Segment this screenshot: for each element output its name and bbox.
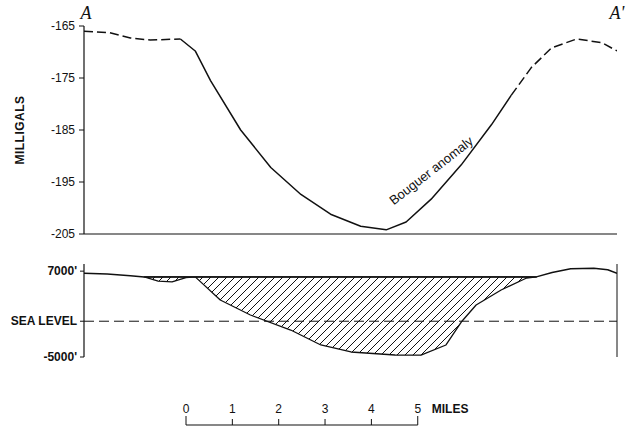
anomaly-line	[84, 31, 180, 40]
scale-tick	[278, 419, 279, 425]
y-tick	[79, 26, 84, 27]
y-tick-label: -175	[51, 71, 75, 85]
plot-area	[84, 268, 617, 355]
scale-tick-label: 2	[275, 402, 282, 416]
scale-tick	[417, 416, 418, 425]
y-axis	[83, 264, 84, 357]
scale-tick	[186, 416, 187, 425]
y-tick	[79, 130, 84, 131]
annotation: Bouguer anomaly	[386, 133, 476, 208]
y-tick	[80, 357, 84, 358]
y-tick-label: -165	[51, 19, 75, 33]
endpoint-label: A'	[609, 3, 626, 23]
scale-tick-label: 5	[414, 402, 421, 416]
y-tick-label: -195	[51, 175, 75, 189]
scale-tick-label: 1	[229, 402, 236, 416]
anomaly-line	[180, 39, 511, 230]
scale-tick-label: 4	[368, 402, 375, 416]
x-axis	[84, 233, 617, 234]
scale-label: MILES	[432, 402, 469, 416]
y-tick-label: -185	[51, 123, 75, 137]
scale-tick	[371, 419, 372, 425]
y-tick	[79, 182, 84, 183]
y-tick	[80, 271, 84, 272]
y-tick	[79, 78, 84, 79]
scale-tick	[232, 419, 233, 425]
endpoint-label: A	[80, 3, 93, 23]
scale-tick-label: 3	[322, 402, 329, 416]
y-tick-label: SEA LEVEL	[11, 314, 77, 328]
y-tick-label: -5000'	[43, 350, 77, 364]
y-axis-title: MILLIGALS	[13, 95, 27, 164]
y-tick-label: -205	[51, 227, 75, 241]
y-tick-label: 7000'	[47, 264, 77, 278]
y-tick	[80, 321, 84, 322]
scale-tick	[325, 419, 326, 425]
figure: -165 -175 -185 -195 -205 MILLIGALS A A' Bouguer …	[0, 0, 631, 431]
scale-bar	[186, 424, 418, 425]
ground-surface	[84, 268, 617, 277]
basin-fill	[144, 277, 536, 355]
anomaly-line	[511, 39, 617, 95]
y-tick	[79, 234, 84, 235]
plot-area	[84, 31, 617, 230]
scale-tick-label: 0	[183, 402, 190, 416]
frame-right	[617, 264, 618, 357]
